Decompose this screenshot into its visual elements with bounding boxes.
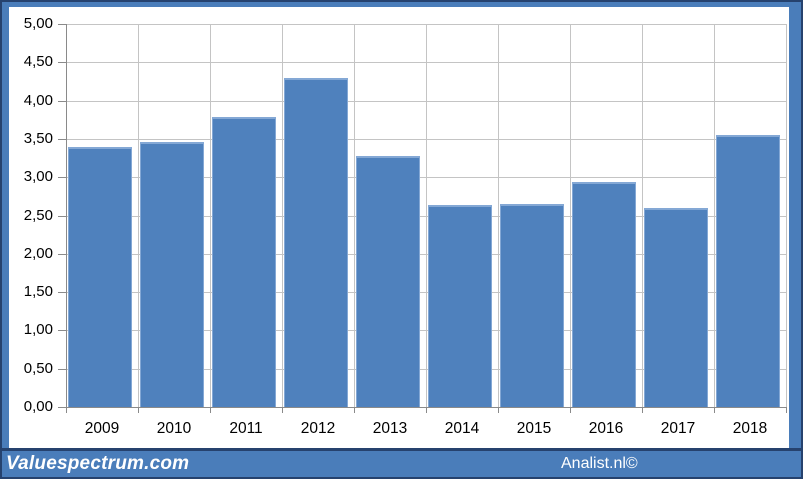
footer-bar: Valuespectrum.com Analist.nl© xyxy=(2,448,801,477)
y-axis-line xyxy=(66,24,67,407)
x-axis-tick xyxy=(354,407,355,413)
x-axis-label: 2018 xyxy=(732,420,768,437)
x-axis-label: 2012 xyxy=(300,420,336,437)
gridline-vertical xyxy=(786,24,787,407)
x-axis-label: 2017 xyxy=(660,420,696,437)
bar-2009 xyxy=(68,147,132,407)
gridline-vertical xyxy=(426,24,427,407)
bar-2014 xyxy=(428,205,492,407)
x-axis-tick xyxy=(282,407,283,413)
x-axis-tick xyxy=(210,407,211,413)
y-axis-tick xyxy=(58,177,66,178)
x-axis-line xyxy=(66,407,787,408)
y-axis-label: 3,50 xyxy=(23,130,53,147)
x-axis-tick xyxy=(642,407,643,413)
x-axis-tick xyxy=(570,407,571,413)
gridline-vertical xyxy=(570,24,571,407)
x-axis-label: 2014 xyxy=(444,420,480,437)
y-axis-tick xyxy=(58,24,66,25)
y-axis-label: 0,50 xyxy=(23,360,53,377)
x-axis-tick xyxy=(714,407,715,413)
gridline-vertical xyxy=(210,24,211,407)
y-axis-tick xyxy=(58,101,66,102)
x-axis-label: 2009 xyxy=(84,420,120,437)
y-axis-tick xyxy=(58,62,66,63)
y-axis-label: 4,50 xyxy=(23,53,53,70)
gridline-vertical xyxy=(498,24,499,407)
x-axis-tick xyxy=(786,407,787,413)
y-axis-tick xyxy=(58,369,66,370)
y-axis-label: 2,50 xyxy=(23,207,53,224)
bar-2015 xyxy=(500,204,564,407)
y-axis-label: 5,00 xyxy=(23,15,53,32)
bar-2018 xyxy=(716,135,780,407)
bar-2012 xyxy=(284,78,348,407)
chart-frame-right xyxy=(789,2,801,477)
gridline-vertical xyxy=(354,24,355,407)
bar-2010 xyxy=(140,142,204,407)
x-axis-label: 2013 xyxy=(372,420,408,437)
gridline-vertical xyxy=(138,24,139,407)
bar-2011 xyxy=(212,117,276,407)
brand-valuespectrum: Valuespectrum.com xyxy=(6,453,190,474)
x-axis-label: 2015 xyxy=(516,420,552,437)
bar-2016 xyxy=(572,182,636,407)
x-axis-tick xyxy=(66,407,67,413)
bar-2017 xyxy=(644,208,708,407)
y-axis-tick xyxy=(58,407,66,408)
x-axis-tick xyxy=(138,407,139,413)
y-axis-label: 2,00 xyxy=(23,245,53,262)
y-axis-tick xyxy=(58,292,66,293)
chart-frame-top xyxy=(2,2,801,7)
y-axis-label: 1,50 xyxy=(23,283,53,300)
brand-analist: Analist.nl© xyxy=(561,455,638,472)
chart-frame-left xyxy=(2,2,9,477)
y-axis-label: 4,00 xyxy=(23,92,53,109)
gridline-vertical xyxy=(714,24,715,407)
bar-2013 xyxy=(356,156,420,407)
gridline-vertical xyxy=(282,24,283,407)
y-axis-tick xyxy=(58,139,66,140)
x-axis-tick xyxy=(426,407,427,413)
y-axis-label: 3,00 xyxy=(23,168,53,185)
y-axis-label: 1,00 xyxy=(23,321,53,338)
x-axis-label: 2010 xyxy=(156,420,192,437)
y-axis-tick xyxy=(58,330,66,331)
x-axis-label: 2016 xyxy=(588,420,624,437)
x-axis-label: 2011 xyxy=(229,420,263,437)
y-axis-label: 0,00 xyxy=(23,398,53,415)
y-axis-tick xyxy=(58,216,66,217)
gridline-vertical xyxy=(642,24,643,407)
y-axis-tick xyxy=(58,254,66,255)
x-axis-tick xyxy=(498,407,499,413)
